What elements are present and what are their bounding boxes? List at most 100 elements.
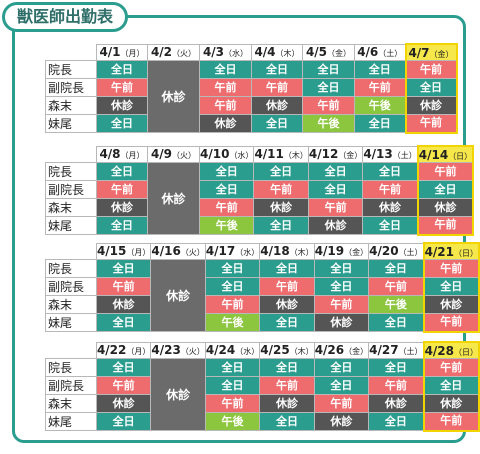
vet-name: 森末 [45, 198, 97, 217]
day-header: 4/6（土） [354, 43, 406, 61]
day-header: 4/7（金） [404, 43, 458, 61]
shift-cell: 午前 [204, 394, 261, 413]
day-of-week: （金） [327, 49, 352, 59]
vet-name: 院長 [45, 358, 97, 377]
shift-cell: 全日 [362, 216, 419, 235]
vet-name: 副院長 [45, 180, 97, 199]
shift-cell: 全日 [313, 358, 370, 377]
shift-cell: 午前 [204, 295, 261, 314]
day-header: 4/14（日） [416, 145, 475, 163]
shift-cell: 全日 [95, 412, 152, 431]
shift-cell: 午前 [95, 376, 152, 395]
day-date: 4/8 [99, 147, 121, 162]
day-of-week: （水） [235, 248, 260, 258]
shift-cell: 全日 [362, 162, 419, 181]
shift-cell: 全日 [307, 162, 364, 181]
day-date: 4/23 [151, 343, 181, 358]
shift-cell: 午後 [302, 114, 355, 133]
day-header: 4/16（火） [150, 242, 206, 260]
table-row: 院長 全日 休診 全日 全日 全日 全日 午前 [45, 60, 458, 133]
day-date: 4/25 [260, 343, 290, 358]
table-row: 妹尾 全日 休診 全日 午後 全日 午前 [45, 114, 458, 134]
table-row: 院長 全日 休診 全日 全日 全日 全日 午前 [45, 162, 475, 235]
shift-cell: 午後 [368, 295, 425, 314]
shift-cell: 午前 [307, 198, 364, 217]
week-table: 4/15（月） 4/16（火） 4/17（水） 4/18（木） 4/19（金） 4/20（… [45, 242, 480, 333]
day-date: 4/9 [150, 147, 173, 162]
day-header: 4/8（月） [96, 145, 148, 163]
shift-cell: 午前 [259, 376, 315, 395]
day-date: 4/26 [314, 343, 345, 358]
shift-cell: 午前 [422, 412, 480, 432]
table-row: 副院長 午前 全日 午前 全日 午前 全日 [45, 277, 480, 296]
day-header: 4/9（火） [147, 145, 200, 163]
vet-name: 副院長 [45, 78, 97, 97]
page-title: 獣医師出勤表 [2, 2, 128, 32]
shift-cell: 全日 [204, 277, 261, 296]
day-of-week: （金） [429, 49, 454, 59]
shift-cell: 全日 [204, 259, 261, 278]
shift-cell: 休診 [95, 394, 152, 413]
day-header: 4/20（土） [368, 242, 425, 260]
shift-cell: 午前 [368, 277, 425, 296]
table-row: 妹尾 全日 午後 全日 休診 全日 午前 [45, 216, 475, 236]
day-header: 4/2（火） [147, 43, 200, 61]
day-date: 4/4 [254, 45, 276, 60]
shift-cell: 休診 [422, 394, 480, 413]
shift-cell: 休診 [253, 198, 309, 217]
vet-name: 森末 [45, 96, 97, 115]
shift-cell: 休診 [95, 295, 152, 314]
shift-cell: 午前 [416, 216, 475, 236]
day-header: 4/11（木） [253, 145, 309, 163]
header-corner [45, 146, 97, 163]
shift-cell: 午前 [96, 180, 148, 199]
table-row: 院長 全日 休診 全日 全日 全日 全日 午前 [45, 259, 480, 332]
day-of-week: （日） [448, 151, 473, 161]
vet-name: 院長 [45, 259, 97, 278]
day-date: 4/14 [418, 147, 449, 162]
shift-cell: 休診 [96, 96, 148, 115]
day-of-week: （木） [289, 248, 314, 258]
day-date: 4/22 [96, 343, 127, 358]
day-of-week: （水） [235, 347, 260, 357]
shift-cell: 午前 [259, 277, 315, 296]
shift-cell: 午前 [368, 376, 425, 395]
shift-cell: 午前 [422, 358, 480, 377]
shift-cell: 全日 [313, 259, 370, 278]
day-header: 4/21（日） [422, 242, 480, 260]
shift-cell: 午後 [354, 96, 406, 115]
shift-cell: 午前 [404, 114, 458, 134]
day-date: 4/3 [202, 45, 225, 60]
day-date: 4/2 [150, 45, 173, 60]
shift-cell: 午前 [95, 277, 152, 296]
shift-cell: 全日 [416, 180, 475, 199]
shift-cell: 休診 [368, 394, 425, 413]
shift-cell: 午前 [416, 162, 475, 181]
vet-name: 妹尾 [45, 216, 97, 235]
day-of-week: （木） [289, 347, 314, 357]
table-row: 副院長 午前 全日 午前 全日 午前 全日 [45, 376, 480, 395]
day-of-week: （火） [180, 248, 205, 258]
day-of-week: （金） [344, 347, 369, 357]
day-header: 4/15（月） [95, 242, 152, 260]
day-header: 4/24（水） [204, 341, 261, 359]
day-header: 4/19（金） [313, 242, 370, 260]
day-of-week: （月） [126, 248, 151, 258]
day-of-week: （日） [454, 248, 478, 258]
shift-cell: 全日 [253, 162, 309, 181]
vet-name: 妹尾 [45, 313, 97, 332]
table-row: 妹尾 全日 午後 全日 休診 全日 午前 [45, 313, 480, 333]
shift-cell: 午前 [404, 60, 458, 79]
shift-cell: 休診 [313, 313, 370, 332]
shift-cell: 全日 [251, 60, 303, 79]
week-table: 4/8（月） 4/9（火） 4/10（水） 4/11（木） 4/12（金） 4/13（土）… [45, 145, 475, 236]
day-of-week: （水） [229, 151, 254, 161]
shift-cell: 午前 [422, 259, 480, 278]
shift-cell: 午前 [199, 96, 252, 115]
shift-cell: 午前 [302, 96, 355, 115]
shift-cell: 全日 [95, 313, 152, 332]
table-row: 森末 休診 午前 休診 午前 休診 休診 [45, 198, 475, 217]
header-corner [45, 44, 97, 61]
shift-cell: 休診 [199, 114, 252, 133]
shift-cell: 午後 [204, 313, 261, 332]
